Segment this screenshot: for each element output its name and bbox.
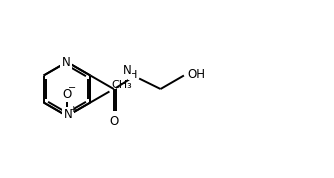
Text: −: −	[68, 83, 76, 93]
Text: N: N	[63, 109, 72, 122]
Text: H: H	[129, 69, 137, 80]
Text: N: N	[62, 56, 70, 69]
Text: N: N	[123, 64, 132, 77]
Text: OH: OH	[187, 68, 205, 81]
Text: CH₃: CH₃	[112, 80, 132, 90]
Text: O: O	[62, 88, 71, 101]
Text: O: O	[109, 115, 118, 128]
Text: +: +	[69, 106, 77, 114]
